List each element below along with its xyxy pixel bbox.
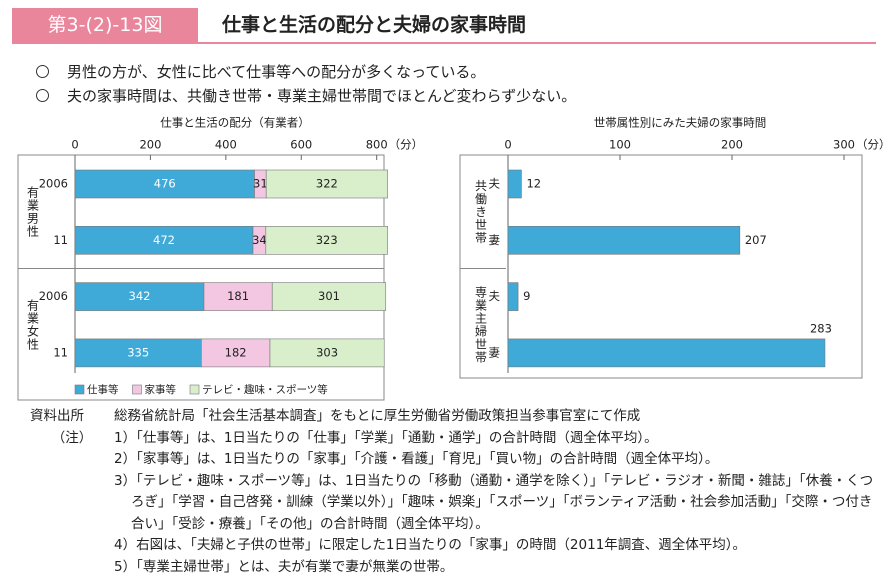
chart-title: 仕事と生活の配分（有業者） xyxy=(160,116,310,130)
x-unit: （分） xyxy=(856,138,886,152)
bullet-dot xyxy=(36,65,49,78)
plot-frame xyxy=(459,154,863,379)
x-tick-label: 200 xyxy=(721,138,743,152)
bar-segment xyxy=(269,338,385,368)
data-label: 323 xyxy=(316,233,338,247)
bullet-text: 夫の家事時間は、共働き世帯・専業主婦世帯間でほとんど変わらず少ない。 xyxy=(67,87,577,105)
x-tick-label: 0 xyxy=(504,138,511,152)
group-label: 有業男性 xyxy=(26,186,40,238)
title-rule xyxy=(12,42,876,44)
y-tick-label: 2006 xyxy=(39,289,68,303)
group-label: 共働き世帯 xyxy=(474,179,488,244)
legend-label: 家事等 xyxy=(145,383,177,396)
source-label: 資料出所 xyxy=(30,408,84,424)
data-label: 182 xyxy=(225,345,247,359)
note-item: 2）「家事等」は、1日当たりの「家事」「介護・看護」「育児」「買い物」の合計時間… xyxy=(114,451,719,467)
note-item: 3）「テレビ・趣味・スポーツ等」は、1日当たりの「移動（通勤・通学を除く）」「テ… xyxy=(114,472,874,532)
notes: 資料出所 総務省統計局「社会生活基本調査」をもとに厚生労働省労働政策担当参事官室に… xyxy=(30,406,876,576)
bullet: 男性の方が、女性に比べて仕事等への配分が多くなっている。 xyxy=(36,61,485,83)
y-tick-label: 2006 xyxy=(39,177,68,191)
note-list: 1）「仕事等」は、1日当たりの「仕事」「学業」「通勤・通学」の合計時間（週全体平… xyxy=(114,428,876,576)
legend-swatch xyxy=(132,384,142,395)
bullet: 夫の家事時間は、共働き世帯・専業主婦世帯間でほとんど変わらず少ない。 xyxy=(36,85,576,107)
source-text: 総務省統計局「社会生活基本調査」をもとに厚生労働省労働政策担当参事官室にて作成 xyxy=(114,408,641,424)
y-tick-label: 11 xyxy=(53,345,68,359)
bar-segment xyxy=(201,338,271,368)
data-label: 476 xyxy=(154,177,176,191)
chart-title: 世帯属性別にみた夫婦の家事時間 xyxy=(594,116,767,130)
x-tick-label: 200 xyxy=(139,138,161,152)
data-label: 181 xyxy=(227,289,249,303)
plot-frame xyxy=(17,154,385,401)
data-label: 207 xyxy=(745,233,767,247)
figure-title: 仕事と生活の配分と夫婦の家事時間 xyxy=(222,14,527,36)
bar xyxy=(507,338,826,368)
data-label: 34 xyxy=(252,233,267,247)
bar xyxy=(507,169,522,199)
x-tick-label: 100 xyxy=(609,138,631,152)
bar-segment xyxy=(271,282,387,311)
note-item: 4）右図は、「夫婦と子供の世帯」に限定した1日当たりの「家事」の時間（2011年… xyxy=(114,537,747,553)
x-tick-label: 600 xyxy=(290,138,312,152)
bar-segment xyxy=(265,226,388,255)
notes-label: （注） xyxy=(51,429,93,446)
group-label: 専業主婦世帯 xyxy=(474,285,488,363)
bar-segment xyxy=(203,282,273,311)
data-label: 342 xyxy=(129,289,151,303)
x-tick-label: 400 xyxy=(215,138,237,152)
y-tick-label: 妻 xyxy=(489,233,501,247)
bar-segment xyxy=(74,282,205,311)
x-tick-label: 800 xyxy=(366,138,388,152)
data-label: 9 xyxy=(523,289,530,303)
y-tick-label: 夫 xyxy=(489,289,501,303)
note-item: 5）「専業主婦世帯」とは、夫が有業で妻が無業の世帯。 xyxy=(114,558,454,575)
data-label: 303 xyxy=(316,345,338,359)
legend-label: 仕事等 xyxy=(87,383,119,396)
bullet-dot xyxy=(36,89,49,102)
charts: 仕事と生活の配分（有業者）0 200 400 600 800 （分）有業男性有業女性200… xyxy=(17,116,886,401)
bar xyxy=(507,282,519,311)
data-label: 12 xyxy=(526,177,541,191)
bar xyxy=(507,226,741,255)
figure-label: 第3-(2)-13図 xyxy=(12,8,198,42)
data-label: 31 xyxy=(253,177,268,191)
data-label: 283 xyxy=(810,321,832,335)
data-label: 301 xyxy=(318,289,340,303)
legend-swatch xyxy=(189,384,200,395)
y-tick-label: 11 xyxy=(53,233,68,247)
legend-swatch xyxy=(74,384,85,395)
group-label: 有業女性 xyxy=(26,298,40,350)
data-label: 322 xyxy=(316,177,338,191)
note-item: 1）「仕事等」は、1日当たりの「仕事」「学業」「通勤・通学」の合計時間（週全体平… xyxy=(114,429,658,446)
x-tick-label: 0 xyxy=(71,138,78,152)
data-label: 472 xyxy=(153,233,175,247)
legend-label: テレビ・趣味・スポーツ等 xyxy=(202,383,328,396)
bar-segment xyxy=(74,338,202,368)
bar-segment xyxy=(74,226,254,255)
bullet-text: 男性の方が、女性に比べて仕事等への配分が多くなっている。 xyxy=(67,63,486,81)
x-unit: （分） xyxy=(389,138,424,152)
data-label: 335 xyxy=(127,345,149,359)
x-tick-label: 300 xyxy=(833,138,855,152)
bar-segment xyxy=(265,169,388,199)
y-tick-label: 夫 xyxy=(489,177,501,191)
y-tick-label: 妻 xyxy=(489,345,501,359)
